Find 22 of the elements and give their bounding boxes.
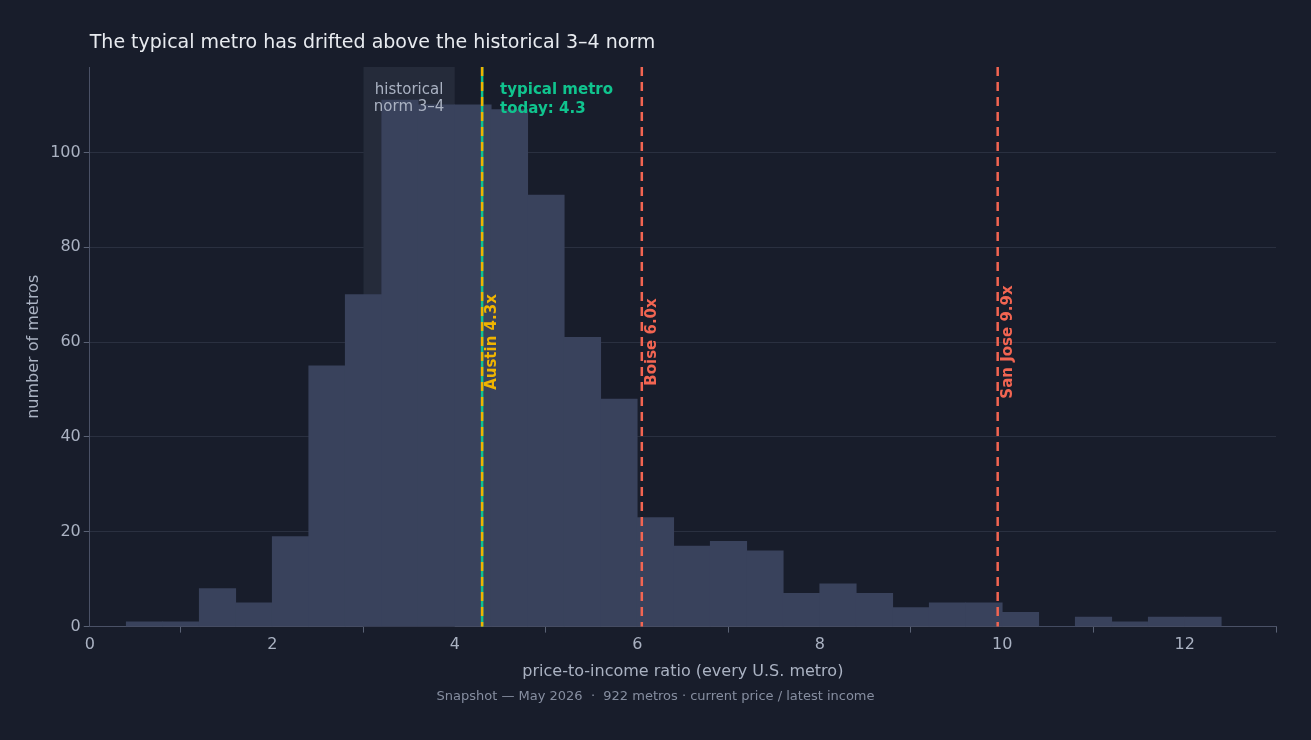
x-tick-label: 10 xyxy=(992,634,1013,654)
y-axis-title: number of metros xyxy=(22,274,42,419)
ref-line-label: Austin 4.3x xyxy=(482,293,501,390)
x-tick-label: 2 xyxy=(267,634,278,654)
y-tick-label: 0 xyxy=(70,615,81,635)
y-tick-label: 60 xyxy=(60,331,81,351)
y-tick-label: 80 xyxy=(60,236,81,256)
ref-line-label: San Jose 9.9x xyxy=(997,285,1016,399)
x-axis-title: price-to-income ratio (every U.S. metro) xyxy=(522,660,844,680)
x-tick-label: 4 xyxy=(449,634,460,654)
y-tick-label: 20 xyxy=(60,520,81,540)
band-label: historical norm 3–4 xyxy=(373,80,445,116)
y-tick-label: 40 xyxy=(60,426,81,446)
y-tick-label: 100 xyxy=(50,141,81,161)
x-tick-label: 8 xyxy=(814,634,825,654)
x-tick-label: 12 xyxy=(1174,634,1195,654)
chart-title: The typical metro has drifted above the historical 3–4 norm xyxy=(88,29,656,52)
ref-line-label: Boise 6.0x xyxy=(641,297,660,386)
ref-line-label: typical metro today: 4.3 xyxy=(500,80,614,118)
x-tick-label: 6 xyxy=(632,634,643,654)
text: Snapshot — May 2026 · 922 metros · current price / latest income xyxy=(436,688,875,704)
x-tick-label: 0 xyxy=(84,634,95,654)
